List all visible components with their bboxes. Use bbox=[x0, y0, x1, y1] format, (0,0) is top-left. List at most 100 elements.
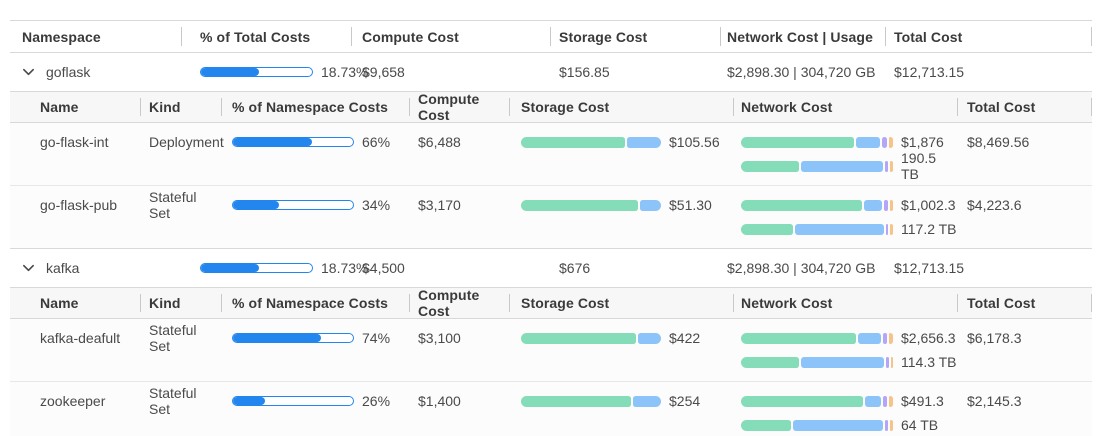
column-header-label: Compute Cost bbox=[362, 28, 459, 45]
column-header-compute-cost: Compute Cost bbox=[351, 21, 550, 52]
bar-segment-green bbox=[741, 395, 863, 407]
progress-fill bbox=[201, 68, 259, 76]
workload-name: go-flask-int bbox=[40, 134, 109, 150]
total-cost-value: $6,178.3 bbox=[967, 330, 1022, 346]
bar-segment-green bbox=[521, 395, 632, 407]
namespace-expander[interactable]: goflask bbox=[22, 64, 90, 80]
network-usage-bar bbox=[741, 419, 893, 431]
storage-cost-bar bbox=[521, 332, 661, 344]
namespace-row: goflask 18.73% $9,658 $156.85 $2,898.30 | 30… bbox=[10, 53, 1092, 91]
column-header-label: Storage Cost bbox=[559, 28, 648, 45]
namespace-expander[interactable]: kafka bbox=[22, 260, 79, 276]
storage-cost-value: $422 bbox=[669, 330, 701, 346]
workload-kind-cell: Stateful Set bbox=[140, 189, 221, 241]
column-header-namespace: Namespace bbox=[10, 21, 181, 52]
compute-cost-cell: $6,488 bbox=[409, 130, 509, 178]
compute-cost-value: $6,488 bbox=[418, 134, 461, 150]
bar-segment-green bbox=[521, 199, 639, 211]
bar-segment-blue bbox=[637, 332, 661, 344]
workload-table-header-row: Name Kind % of Namespace Costs Compute Cost… bbox=[10, 287, 1092, 319]
compute-cost-cell: $4,500 bbox=[351, 260, 550, 276]
column-header-label: Kind bbox=[149, 99, 181, 115]
storage-cost-value: $254 bbox=[669, 393, 701, 409]
bar-segment-blue bbox=[640, 199, 661, 211]
network-cost-cell: $1,002.3 117.2 TB bbox=[733, 193, 957, 241]
chevron-down-icon[interactable] bbox=[22, 66, 35, 78]
workload-row: go-flask-int Deployment 66% $6,488 $105.56 $1… bbox=[10, 123, 1092, 185]
pct-total-costs-value: 18.73% bbox=[321, 260, 369, 276]
column-header-of-namespace-costs: % of Namespace Costs bbox=[221, 288, 409, 318]
network-cost-usage-cell: $2,898.30 | 304,720 GB bbox=[720, 64, 885, 80]
column-header-label: Storage Cost bbox=[521, 99, 610, 115]
column-header-label: Name bbox=[40, 99, 79, 115]
workload-kind-cell: Deployment bbox=[140, 130, 224, 178]
storage-cost-cell: $254 bbox=[509, 389, 733, 436]
network-cost-bar bbox=[741, 199, 893, 211]
bar-segment-green bbox=[741, 332, 857, 344]
network-cost-value: $1,002.3 bbox=[901, 197, 956, 213]
column-header-compute-cost: Compute Cost bbox=[409, 91, 509, 123]
workload-kind: Stateful Set bbox=[149, 385, 197, 417]
network-usage-value: 114.3 TB bbox=[901, 354, 957, 370]
bar-segment-purple bbox=[885, 223, 888, 235]
column-header-total-cost: Total Cost bbox=[885, 21, 1092, 52]
pct-namespace-costs-value: 66% bbox=[362, 134, 391, 150]
total-cost-cell: $4,223.6 bbox=[957, 193, 1092, 241]
bar-segment-purple bbox=[882, 395, 887, 407]
pct-total-costs-cell: 18.73% bbox=[181, 260, 368, 276]
column-header-kind: Kind bbox=[140, 92, 221, 122]
bar-segment-green bbox=[741, 419, 792, 431]
bar-segment-blue bbox=[800, 356, 884, 368]
total-cost-cell: $6,178.3 bbox=[957, 326, 1092, 374]
network-cost-value: $1,876 bbox=[901, 134, 944, 150]
bar-segment-orange bbox=[889, 160, 894, 172]
bar-segment-blue bbox=[633, 395, 661, 407]
bar-segment-green bbox=[741, 223, 793, 235]
network-cost-value: $2,656.3 bbox=[901, 330, 956, 346]
pct-namespace-costs-cell: 26% bbox=[221, 389, 409, 436]
pct-total-costs-value: 18.73% bbox=[321, 64, 369, 80]
total-costs-progress-bar bbox=[200, 263, 313, 273]
column-header-of-namespace-costs: % of Namespace Costs bbox=[221, 92, 409, 122]
workload-name: zookeeper bbox=[40, 393, 106, 409]
network-cost-bar bbox=[741, 332, 894, 344]
network-cost-cell: $1,876 190.5 TB bbox=[733, 130, 957, 182]
total-cost-cell: $12,713.15 bbox=[885, 260, 1092, 276]
namespace-costs-progress-bar bbox=[232, 333, 354, 343]
namespace-row: kafka 18.73% $4,500 $676 $2,898.30 | 304,720… bbox=[10, 249, 1092, 287]
bar-segment-purple bbox=[885, 160, 888, 172]
workload-kind: Deployment bbox=[149, 134, 224, 150]
column-header-label: Network Cost | Usage bbox=[727, 28, 873, 45]
workload-table-goflask: Name Kind % of Namespace Costs Compute Cost… bbox=[10, 91, 1092, 249]
column-header-label: % of Total Costs bbox=[200, 28, 311, 45]
workload-name-cell: go-flask-int bbox=[10, 130, 140, 178]
pct-namespace-costs-cell: 74% bbox=[221, 326, 409, 374]
column-header-name: Name bbox=[10, 92, 140, 122]
column-header-label: Namespace bbox=[22, 28, 101, 45]
compute-cost-value: $4,500 bbox=[362, 260, 405, 276]
bar-segment-purple bbox=[882, 136, 887, 148]
bar-segment-orange bbox=[890, 356, 894, 368]
compute-cost-cell: $9,658 bbox=[351, 64, 550, 80]
column-header-label: Total Cost bbox=[967, 99, 1036, 115]
bar-segment-orange bbox=[889, 199, 893, 211]
column-header-total-cost: Total Cost bbox=[957, 92, 1092, 122]
namespace-table-header-row: Namespace % of Total Costs Compute Cost Sto… bbox=[10, 20, 1092, 53]
chevron-down-icon[interactable] bbox=[22, 262, 35, 274]
pct-namespace-costs-value: 74% bbox=[362, 330, 391, 346]
column-header-label: Network Cost bbox=[741, 295, 833, 311]
column-header-label: Compute Cost bbox=[418, 287, 480, 319]
bar-segment-blue bbox=[794, 223, 884, 235]
network-cost-value: $491.3 bbox=[901, 393, 944, 409]
network-usage-value: 64 TB bbox=[901, 417, 939, 433]
column-header-storage-cost: Storage Cost bbox=[509, 288, 733, 318]
storage-cost-bar bbox=[521, 395, 661, 407]
column-header-label: Total Cost bbox=[967, 295, 1036, 311]
bar-segment-blue bbox=[864, 395, 881, 407]
bar-segment-orange bbox=[888, 136, 893, 148]
column-header-of-total-costs: % of Total Costs bbox=[181, 21, 351, 52]
pct-namespace-costs-cell: 34% bbox=[221, 193, 409, 241]
bar-segment-green bbox=[741, 160, 800, 172]
namespace-costs-progress-bar bbox=[232, 137, 354, 147]
